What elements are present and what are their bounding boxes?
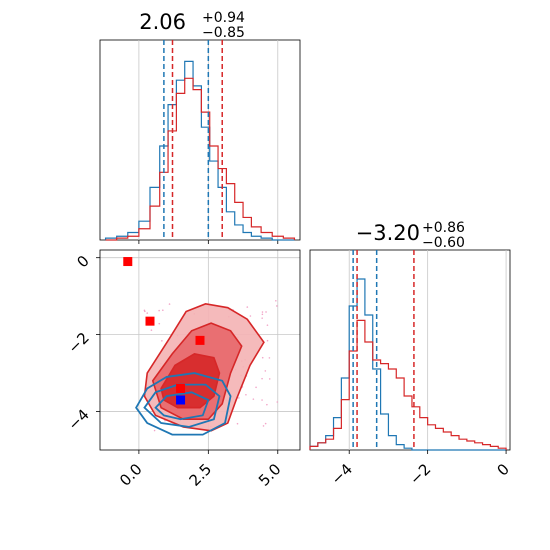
right-histogram-frame bbox=[309, 249, 511, 451]
scatter-sample-point bbox=[162, 309, 164, 312]
scatter-y-tick-label: 0 bbox=[73, 252, 92, 271]
scatter-sample-point bbox=[275, 299, 277, 302]
scatter-sample-point bbox=[261, 311, 264, 313]
blue-contour-inner bbox=[154, 391, 210, 421]
scatter-sample-point bbox=[266, 324, 269, 326]
blue-marker bbox=[176, 395, 186, 405]
top-histogram-panel: 2.06 +0.94 −0.85 bbox=[99, 10, 301, 244]
scatter-sample-point bbox=[146, 312, 149, 314]
top-histogram-quantiles bbox=[163, 40, 223, 240]
scatter-sample-point bbox=[150, 329, 153, 331]
scatter-contours bbox=[135, 303, 265, 436]
scatter-sample-point bbox=[276, 401, 279, 403]
scatter-sample-point bbox=[255, 386, 257, 389]
scatter-sample-point bbox=[249, 315, 252, 317]
scatter-x-tick-label: 2.5 bbox=[186, 460, 216, 490]
scatter-markers bbox=[123, 257, 205, 405]
right-histogram-red-series bbox=[309, 319, 507, 450]
scatter-sample-point bbox=[238, 397, 240, 399]
scatter-sample-point bbox=[144, 310, 146, 313]
top-histogram-grid bbox=[138, 40, 279, 244]
scatter-sample-point bbox=[261, 317, 263, 319]
scatter-sample-point bbox=[261, 377, 263, 380]
scatter-sample-point bbox=[153, 429, 156, 432]
blue-contour-middle bbox=[143, 383, 221, 428]
scatter-sample-point bbox=[246, 306, 249, 308]
right-histogram-title-value: −3.20 bbox=[356, 221, 420, 245]
scatter-y-tick-label: −4 bbox=[64, 406, 92, 434]
scatter-sample-point bbox=[158, 322, 161, 325]
red-marker bbox=[176, 383, 186, 393]
scatter-sample-point bbox=[262, 425, 265, 427]
right-histogram-title-upper: +0.86 bbox=[422, 220, 465, 236]
scatter-sample-point bbox=[264, 370, 267, 372]
scatter-sample-point bbox=[266, 403, 268, 406]
red-marker bbox=[123, 257, 133, 267]
scatter-sample-point bbox=[261, 356, 264, 359]
red-marker bbox=[195, 335, 205, 345]
scatter-x-tick-label: 5.0 bbox=[255, 460, 285, 490]
right-histogram-panel: −4 −2 0 −3.20 +0.86 −0.60 bbox=[309, 220, 513, 488]
top-histogram-title-lower: −0.85 bbox=[202, 25, 245, 41]
right-histogram-series bbox=[309, 278, 507, 451]
right-histogram-quantiles bbox=[352, 250, 415, 450]
scatter-sample-point bbox=[266, 339, 269, 342]
right-x-tick-label: 0 bbox=[493, 460, 512, 479]
scatter-sample-point bbox=[261, 313, 264, 316]
scatter-sample-point bbox=[264, 422, 267, 425]
red-marker bbox=[145, 316, 155, 326]
scatter-sample-point bbox=[268, 378, 271, 380]
right-histogram-title-lower: −0.60 bbox=[422, 235, 465, 251]
scatter-sample-point bbox=[252, 398, 255, 400]
scatter-sample-point bbox=[265, 311, 267, 313]
right-histogram-blue-series bbox=[309, 278, 507, 451]
right-histogram-x-ticks: −4 −2 0 bbox=[328, 450, 513, 488]
scatter-sample-point bbox=[268, 357, 271, 359]
scatter-sample-point bbox=[158, 309, 160, 312]
scatter-y-tick-label: −2 bbox=[64, 329, 92, 357]
top-histogram-blue-series bbox=[104, 60, 295, 241]
scatter-sample-point bbox=[261, 399, 263, 401]
scatter-sample-point bbox=[276, 305, 278, 307]
right-x-tick-label: −4 bbox=[328, 460, 356, 488]
scatter-frame bbox=[99, 249, 301, 451]
top-histogram-title-value: 2.06 bbox=[139, 10, 186, 34]
scatter-sample-point bbox=[168, 303, 171, 305]
top-histogram-series bbox=[104, 60, 296, 241]
top-histogram-red-series bbox=[105, 77, 296, 241]
scatter-y-ticks: 0 −2 −4 bbox=[64, 252, 100, 434]
blue-contour-outer bbox=[135, 372, 232, 436]
scatter-x-tick-label: 0.0 bbox=[116, 460, 146, 490]
scatter-panel: 0.0 2.5 5.0 0 −2 −4 bbox=[64, 249, 301, 490]
top-histogram-title-upper: +0.94 bbox=[202, 10, 245, 26]
scatter-sample-point bbox=[245, 393, 247, 396]
scatter-x-ticks: 0.0 2.5 5.0 bbox=[116, 450, 285, 490]
top-histogram-frame bbox=[99, 39, 301, 241]
scatter-sample-point bbox=[161, 340, 163, 342]
right-x-tick-label: −2 bbox=[406, 460, 434, 488]
scatter-sample-point bbox=[236, 422, 239, 425]
